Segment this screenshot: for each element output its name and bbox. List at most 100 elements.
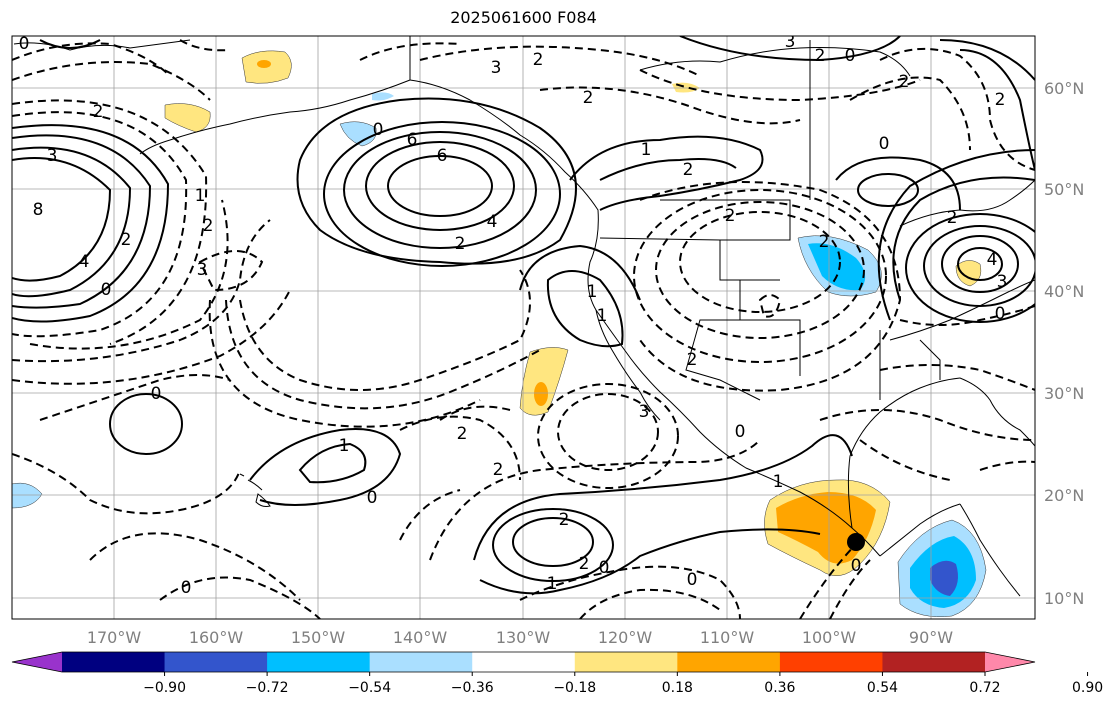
shade-negative — [12, 482, 43, 509]
colorbar-tick-label: −0.72 — [246, 680, 289, 696]
contour-label: 2 — [121, 230, 132, 250]
latitude-axis: 60°N 50°N 40°N 30°N 20°N 10°N — [1044, 79, 1084, 608]
lon-label: 160°W — [189, 628, 244, 647]
colorbar-segment — [574, 652, 678, 672]
contour-label: 0 — [851, 556, 862, 576]
contour-label: 2 — [947, 208, 958, 228]
contour-label: 0 — [19, 34, 30, 54]
colorbar-segment — [164, 652, 268, 672]
contour-label: 3 — [197, 260, 208, 280]
lon-label: 140°W — [393, 628, 448, 647]
contour-label: 2 — [683, 160, 694, 180]
contour-label: 2 — [579, 554, 590, 574]
contour-label: 0 — [599, 558, 610, 578]
colorbar-segment — [267, 652, 371, 672]
contour-label: 2 — [815, 46, 826, 66]
shade-positive-core — [534, 382, 548, 406]
colorbar-outline — [11, 651, 1036, 673]
colorbar-tick-label: 0.72 — [969, 680, 1000, 696]
contour-label: 0 — [879, 134, 890, 154]
contour-label: 1 — [641, 140, 652, 160]
colorbar-segment — [882, 652, 986, 672]
colorbar-extend-max — [985, 652, 1035, 672]
shade-negative — [372, 92, 394, 101]
contour-label: 2 — [583, 88, 594, 108]
colorbar-segment — [472, 652, 576, 672]
contour-label: 2 — [899, 72, 910, 92]
contour-label: 1 — [547, 574, 558, 594]
contour-label: 0 — [151, 384, 162, 404]
contour-label: 2 — [455, 234, 466, 254]
contour-label: 6 — [407, 130, 418, 150]
shade-positive-core — [257, 60, 271, 68]
storm-center-marker — [847, 533, 865, 551]
contour-label: 2 — [559, 510, 570, 530]
contour-label: 0 — [995, 304, 1006, 324]
lon-label: 90°W — [909, 628, 953, 647]
longitude-axis: 170°W 160°W 150°W 140°W 130°W 120°W 110°… — [87, 628, 953, 647]
contour-label: 4 — [987, 250, 998, 270]
lat-label: 60°N — [1044, 79, 1084, 98]
map-frame — [11, 35, 1036, 620]
contour-labels: 0 2 3 6 8 4 2 2 0 1 3 6 4 2 0 3 2 2 3 0 … — [19, 32, 1008, 598]
contour-label: 2 — [493, 460, 504, 480]
colorbar-tick-label: −0.18 — [553, 680, 596, 696]
contour-label: 3 — [491, 58, 502, 78]
contour-label: 0 — [687, 570, 698, 590]
colorbar-segment — [677, 652, 781, 672]
contour-label: 3 — [997, 272, 1008, 292]
contour-label: 3 — [47, 146, 58, 166]
contour-label: 1 — [339, 436, 350, 456]
contour-label: 3 — [639, 402, 650, 422]
contour-label: 2 — [687, 350, 698, 370]
lat-label: 30°N — [1044, 384, 1084, 403]
colorbar-segment — [62, 652, 166, 672]
contour-label: 2 — [533, 50, 544, 70]
lon-label: 170°W — [87, 628, 142, 647]
contour-label: 2 — [725, 206, 736, 226]
map-title: 2025061600 F084 — [450, 8, 597, 27]
contour-label: 0 — [101, 280, 112, 300]
shade-negative — [339, 121, 377, 147]
lon-label: 120°W — [598, 628, 653, 647]
shade-positive — [164, 103, 211, 133]
contour-label: 0 — [181, 578, 192, 598]
contour-label: 1 — [597, 306, 608, 326]
shade-negative-core2 — [930, 560, 958, 596]
colorbar-tick-label: 0.90 — [1072, 680, 1103, 696]
contour-label: 0 — [373, 120, 384, 140]
colorbar-extend-min — [12, 652, 62, 672]
lon-label: 130°W — [496, 628, 551, 647]
contour-label: 0 — [845, 46, 856, 66]
contour-label: 8 — [33, 200, 44, 220]
contour-label: 2 — [819, 232, 830, 252]
shade-negative-core — [808, 243, 866, 291]
contour-label: 0 — [367, 488, 378, 508]
contours — [12, 36, 1035, 619]
colorbar-segment — [369, 652, 473, 672]
contour-label: 6 — [437, 146, 448, 166]
contour-label: 3 — [785, 32, 796, 52]
contour-label: 2 — [995, 90, 1006, 110]
lat-label: 20°N — [1044, 486, 1084, 505]
contour-label: 1 — [195, 186, 206, 206]
lon-label: 100°W — [802, 628, 857, 647]
contour-label: 1 — [773, 472, 784, 492]
lat-label: 10°N — [1044, 589, 1084, 608]
contour-label: 4 — [79, 252, 90, 272]
contour-label: 0 — [735, 422, 746, 442]
colorbar-tick-label: −0.90 — [143, 680, 186, 696]
contour-label: 2 — [93, 102, 104, 122]
colorbar-segment — [779, 652, 883, 672]
colorbar-tick-label: −0.36 — [451, 680, 494, 696]
colorbar-tick-label: 0.18 — [662, 680, 693, 696]
lon-label: 110°W — [700, 628, 755, 647]
contour-label: 2 — [203, 216, 214, 236]
contour-label: 2 — [457, 424, 468, 444]
lat-label: 50°N — [1044, 180, 1084, 199]
colorbar-tick-label: −0.54 — [348, 680, 391, 696]
colorbar: −0.90 −0.72 −0.54 −0.36 −0.18 0.18 0.36 0.54 0.7… — [11, 651, 1103, 696]
colorbar-tick-label: 0.54 — [867, 680, 898, 696]
colorbar-tick-label: 0.36 — [764, 680, 795, 696]
